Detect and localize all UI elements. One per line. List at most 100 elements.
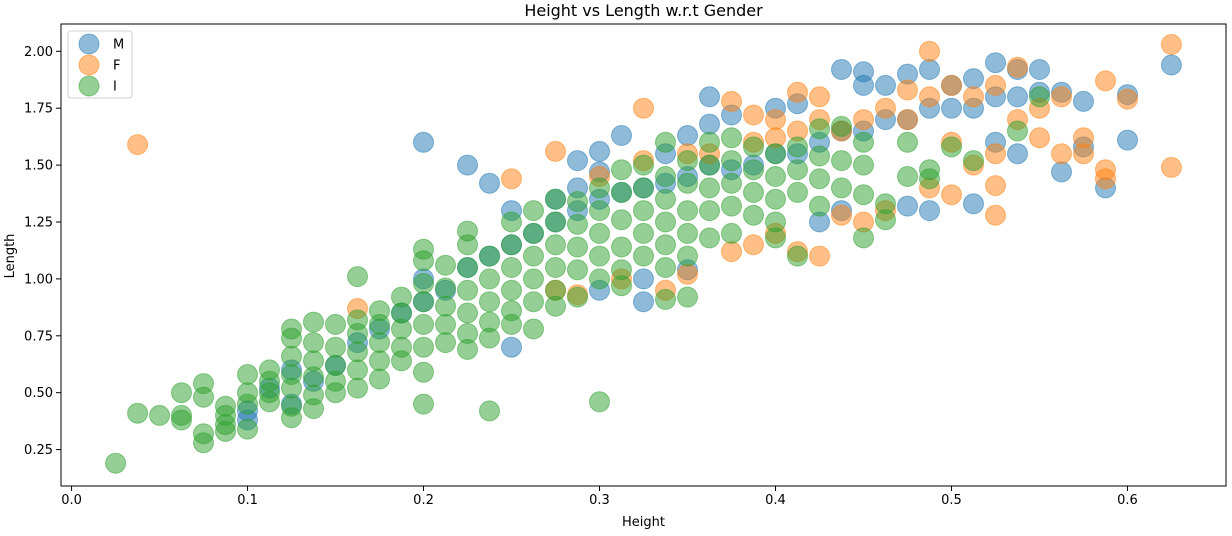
legend-label: I	[113, 80, 117, 95]
data-point	[1160, 34, 1182, 55]
data-point	[985, 175, 1006, 197]
data-point	[765, 109, 786, 131]
data-point	[1029, 127, 1050, 149]
data-point	[633, 291, 654, 313]
data-point	[545, 234, 566, 256]
data-point	[589, 222, 610, 244]
data-point	[523, 268, 544, 290]
data-point	[677, 245, 698, 267]
data-point	[1117, 88, 1138, 110]
data-point	[413, 291, 434, 313]
data-point	[655, 131, 676, 153]
legend: MFI	[67, 30, 133, 99]
data-point	[1007, 143, 1028, 165]
data-point	[523, 245, 544, 267]
data-point	[479, 291, 500, 313]
data-point	[501, 234, 522, 256]
data-point	[633, 97, 654, 119]
data-point	[369, 313, 390, 335]
data-point	[853, 74, 874, 96]
data-point	[567, 213, 588, 235]
data-point	[941, 136, 962, 158]
data-point	[809, 86, 830, 108]
data-point	[237, 418, 258, 440]
data-point	[721, 222, 742, 244]
data-point	[589, 177, 610, 199]
data-point	[809, 245, 830, 267]
data-point	[413, 393, 434, 415]
data-point	[963, 150, 984, 172]
data-point	[369, 332, 390, 354]
data-point	[545, 295, 566, 317]
x-tick-label: 0.0	[61, 493, 82, 508]
y-tick-label: 1.50	[24, 159, 53, 174]
data-point	[501, 257, 522, 278]
data-point	[501, 211, 522, 233]
data-point	[479, 327, 500, 349]
data-point	[897, 109, 918, 131]
x-axis: 0.0 0.1 0.2 0.3 0.4 0.5 0.6	[61, 486, 1138, 508]
data-point	[369, 368, 390, 390]
data-point	[325, 336, 346, 358]
data-point	[413, 361, 434, 383]
data-point	[831, 150, 852, 172]
data-point	[611, 181, 632, 203]
data-point	[347, 341, 368, 363]
data-point	[237, 364, 258, 385]
data-point	[523, 222, 544, 244]
data-points	[105, 34, 1182, 474]
data-point	[831, 204, 852, 226]
data-point	[369, 350, 390, 372]
data-point	[919, 59, 940, 80]
data-point	[963, 193, 984, 215]
data-point	[721, 195, 742, 217]
data-point	[831, 177, 852, 199]
y-tick-label: 0.50	[24, 386, 53, 401]
data-point	[699, 86, 720, 108]
data-point	[1007, 86, 1028, 108]
data-point	[633, 154, 654, 176]
data-point	[259, 391, 280, 413]
data-point	[479, 245, 500, 267]
data-point	[127, 402, 149, 424]
data-point	[479, 400, 500, 422]
data-point	[1160, 54, 1182, 76]
data-point	[523, 200, 544, 222]
data-point	[853, 154, 874, 176]
data-point	[919, 168, 940, 190]
data-point	[501, 279, 522, 301]
data-point	[347, 377, 368, 399]
data-point	[677, 125, 698, 146]
legend-label: F	[113, 59, 120, 74]
data-point	[303, 332, 324, 354]
data-point	[787, 245, 808, 267]
data-point	[633, 177, 654, 199]
data-point	[765, 166, 786, 187]
data-point	[435, 277, 456, 299]
data-point	[743, 104, 764, 126]
data-point	[919, 200, 940, 222]
plot-frame	[60, 23, 1227, 487]
data-point	[589, 200, 610, 222]
data-point	[963, 86, 984, 108]
data-point	[897, 79, 918, 101]
data-point	[1117, 129, 1138, 151]
data-point	[105, 452, 127, 474]
data-point	[633, 200, 654, 222]
data-point	[809, 118, 830, 140]
x-tick-label: 0.2	[413, 493, 434, 508]
data-point	[853, 184, 874, 206]
data-point	[127, 134, 149, 156]
y-tick-label: 1.75	[24, 102, 53, 117]
data-point	[545, 188, 566, 210]
data-point	[699, 154, 720, 176]
data-point	[281, 407, 302, 429]
data-point	[567, 150, 588, 172]
data-point	[677, 150, 698, 172]
data-point	[193, 432, 214, 454]
data-point	[325, 382, 346, 404]
data-point	[831, 115, 852, 137]
data-point	[567, 286, 588, 308]
data-point	[589, 245, 610, 267]
data-point	[721, 90, 742, 112]
